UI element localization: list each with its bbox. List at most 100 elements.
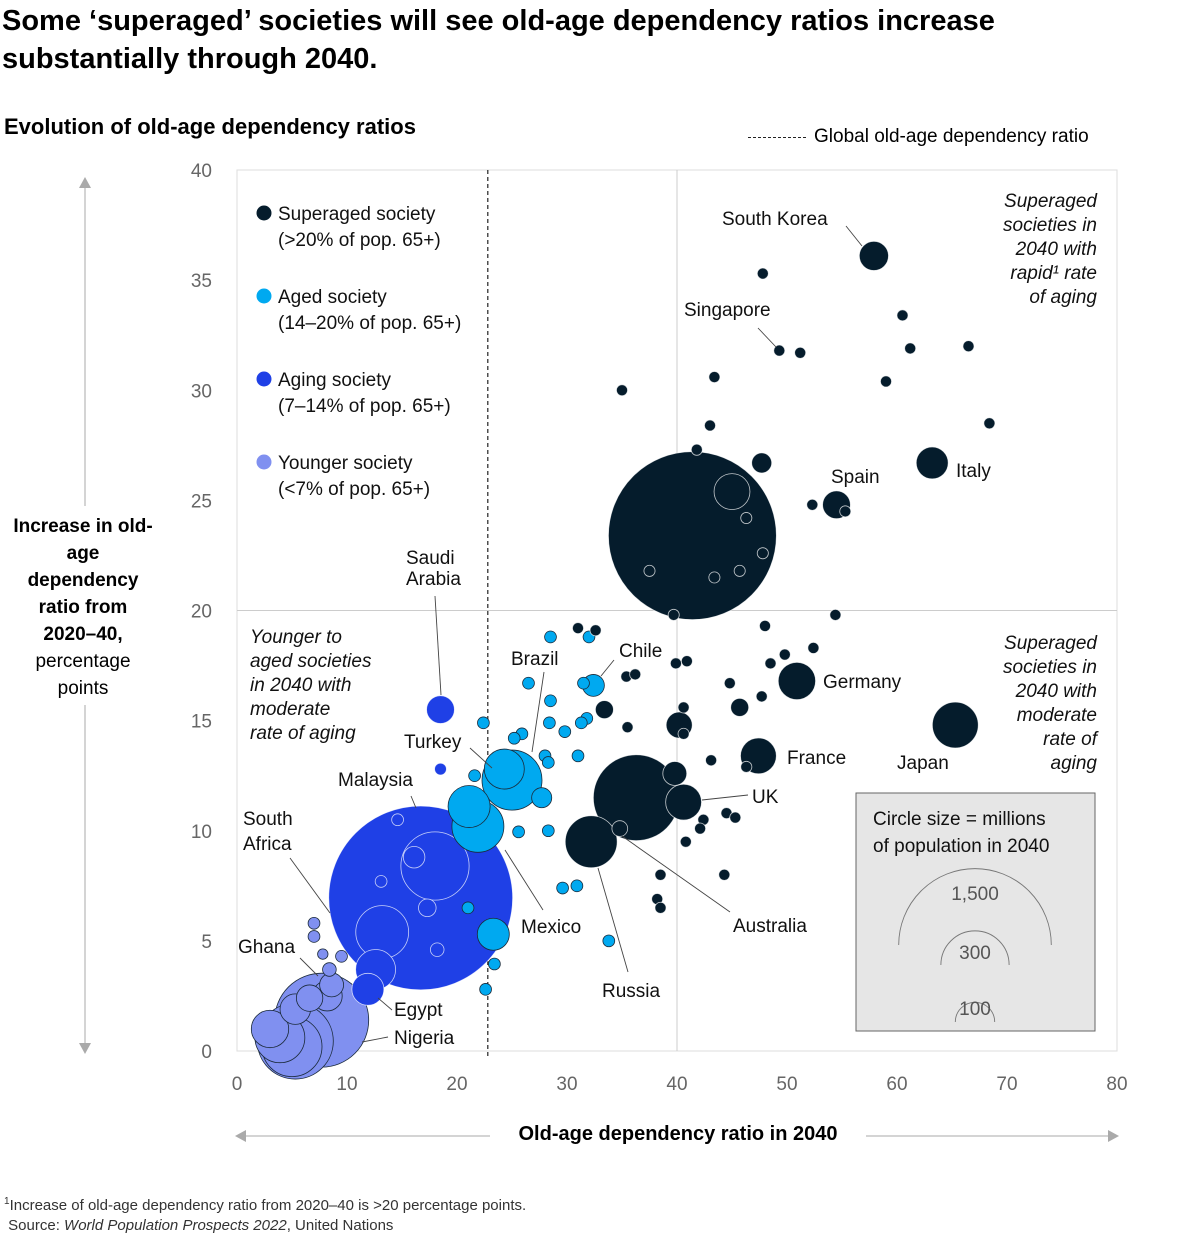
source-title: World Population Prospects 2022 [64, 1217, 287, 1234]
bubble-superaged-germany [777, 661, 816, 701]
size-legend-title: of population in 2040 [873, 836, 1049, 857]
bubble-aged [479, 983, 492, 996]
bubble-superaged [643, 564, 656, 577]
bubble-superaged [677, 701, 690, 714]
bubble-younger-ghana [319, 972, 344, 998]
bubble-aged [570, 879, 584, 893]
country-label-japan: Japan [897, 753, 949, 774]
leader-line-ghana [299, 957, 319, 977]
bubble-superaged [794, 346, 807, 359]
bubble-superaged [690, 443, 703, 456]
source-prefix: Source: [8, 1217, 65, 1234]
y-tick-label: 30 [191, 381, 212, 402]
bubble-aging-malaysia [391, 813, 404, 827]
bubble-aged [544, 694, 557, 708]
bubble-superaged [677, 727, 690, 740]
annotation-younger: Younger to [250, 627, 342, 648]
bubble-younger [307, 930, 321, 943]
arrow-up-icon [79, 177, 91, 188]
bubble-aged [488, 957, 501, 971]
bubble-superaged-russia [564, 815, 618, 869]
bubble-superaged [807, 641, 820, 654]
bubble-superaged [729, 811, 742, 824]
bubble-aged [477, 716, 490, 730]
legend-marker-superaged [256, 205, 272, 221]
bubble-superaged [694, 822, 707, 835]
annotation-rapid: of aging [1029, 287, 1097, 308]
bubble-superaged [839, 505, 852, 518]
leader-line-australia [621, 835, 731, 913]
bubble-aged [531, 787, 553, 809]
arrow-right-icon [1108, 1130, 1119, 1142]
bubble-aged [574, 716, 588, 730]
legend-desc-aging: (7–14% of pop. 65+) [278, 396, 451, 417]
y-tick-label: 5 [201, 932, 212, 953]
x-tick-label: 50 [776, 1074, 797, 1095]
dashed-line-swatch [748, 136, 806, 138]
bubble-aging [434, 762, 447, 776]
bubble-aged [476, 917, 510, 951]
country-label-australia: Australia [733, 916, 807, 937]
bubble-younger [295, 984, 324, 1012]
legend-desc-younger: (<7% of pop. 65+) [278, 479, 430, 500]
leader-line-south-korea [845, 225, 863, 247]
x-tick-label: 0 [232, 1074, 243, 1095]
arrow-down-icon [79, 1043, 91, 1054]
y-axis-label-main: Increase in old-age dependency ratio fro… [13, 516, 153, 645]
bubble-aged [543, 716, 556, 730]
country-label-brazil: Brazil [511, 649, 559, 670]
country-label-mexico: Mexico [521, 917, 581, 938]
bubble-aged [522, 676, 535, 690]
x-tick-label: 30 [556, 1074, 577, 1095]
bubble-superaged [629, 668, 642, 681]
bubble-younger [317, 948, 329, 960]
bubble-aged [602, 934, 616, 948]
leader-line-mexico [504, 849, 544, 911]
bubble-aged [556, 881, 569, 895]
global-ratio-label: Global old-age dependency ratio [814, 126, 1089, 147]
bubble-aged [468, 769, 481, 782]
legend-desc-superaged: (>20% of pop. 65+) [278, 230, 441, 251]
bubble-superaged [662, 761, 688, 786]
bubble-superaged [756, 547, 769, 560]
size-legend-arc [954, 1001, 996, 1023]
country-label-nigeria: Nigeria [394, 1028, 455, 1049]
bubble-superaged [705, 754, 718, 767]
country-label-spain: Spain [831, 467, 880, 488]
y-tick-label: 35 [191, 271, 212, 292]
bubble-superaged [723, 677, 736, 690]
size-legend-arc [898, 868, 1052, 946]
bubble-superaged [594, 700, 614, 720]
size-legend-value: 300 [959, 943, 991, 964]
bubble-aged [558, 725, 572, 738]
chart-title: Some ‘superaged’ societies will see old-… [2, 5, 995, 75]
annotation-moderate: Superaged [1004, 633, 1098, 654]
bubble-superaged [778, 648, 791, 661]
x-axis-label: Old-age dependency ratio in 2040 [518, 1123, 838, 1145]
country-label-uk: UK [752, 787, 779, 808]
bubble-superaged [718, 868, 731, 881]
country-label-italy: Italy [956, 461, 991, 482]
chart-subtitle: Evolution of old-age dependency ratios [4, 114, 416, 139]
size-legend-value: 100 [959, 999, 991, 1020]
x-tick-label: 80 [1106, 1074, 1127, 1095]
country-label-germany: Germany [823, 672, 902, 693]
leader-line-malaysia [410, 795, 417, 809]
bubble-aged [571, 749, 585, 763]
bubble-superaged [740, 760, 753, 773]
bubble-younger [307, 916, 321, 930]
country-label-singapore: Singapore [684, 300, 771, 321]
leader-line-saudi-arabia [434, 595, 442, 696]
bubble-superaged [829, 608, 842, 621]
bubble-aged [541, 756, 555, 769]
annotation-rapid: societies in [1003, 215, 1097, 236]
legend-label-younger: Younger society [278, 453, 413, 474]
bubble-aged [507, 731, 521, 745]
x-tick-label: 70 [996, 1074, 1017, 1095]
bubble-superaged [680, 655, 693, 668]
bubble-aging [429, 942, 445, 957]
bubble-aging [402, 845, 426, 869]
leader-line-singapore [757, 327, 777, 348]
bubble-aging-egypt [351, 972, 385, 1006]
leader-line-brazil [531, 671, 545, 753]
